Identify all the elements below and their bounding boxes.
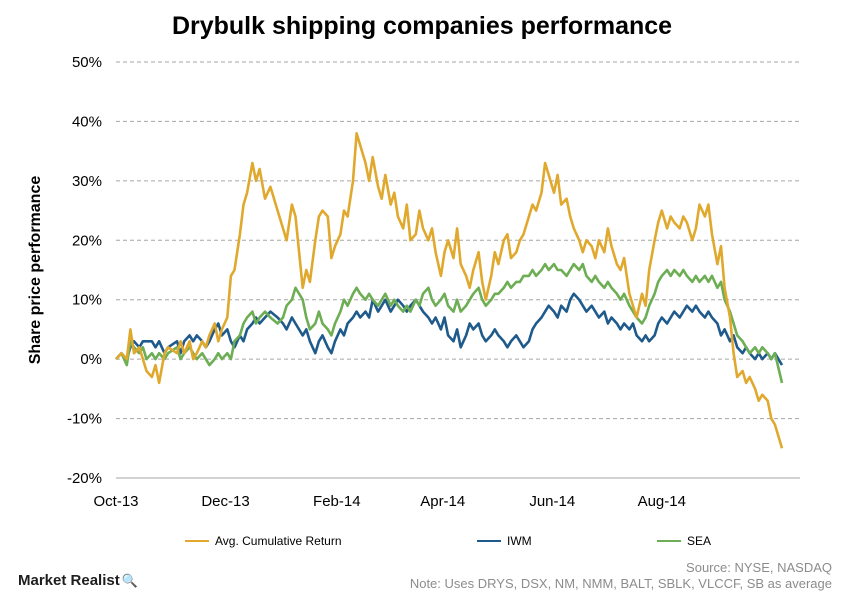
chart-title: Drybulk shipping companies performance: [171, 12, 673, 40]
legend-label: SEA: [687, 534, 712, 548]
y-tick-label: 20%: [72, 232, 102, 249]
legend-item-avg-cumulative-return: Avg. Cumulative Return: [185, 534, 342, 548]
x-tick-label: Feb-14: [313, 493, 361, 510]
y-tick-labels: 50% 40% 30% 20% 10% 0% -10% -20%: [67, 54, 102, 487]
x-tick-label: Dec-13: [201, 493, 249, 510]
gridlines: [116, 61, 800, 479]
market-realist-logo: Market Realist 🔍: [18, 572, 138, 589]
y-tick-label: 0%: [80, 351, 102, 368]
y-tick-label: 30%: [72, 173, 102, 190]
x-tick-label: Jun-14: [529, 493, 575, 510]
legend-swatch: [185, 540, 209, 542]
y-tick-label: 50%: [72, 54, 102, 71]
series-line-iwm: [115, 292, 784, 366]
legend-swatch: [657, 540, 681, 542]
y-tick-label: -10%: [67, 411, 102, 428]
series-line-avg-cumulative-return: [115, 132, 784, 449]
legend-item-iwm: IWM: [477, 534, 532, 548]
x-tick-label: Oct-13: [93, 493, 138, 510]
x-tick-label: Aug-14: [638, 493, 686, 510]
y-tick-label: 40%: [72, 113, 102, 130]
legend-label: IWM: [507, 534, 532, 548]
legend-label: Avg. Cumulative Return: [215, 534, 342, 548]
x-tick-label: Apr-14: [420, 493, 465, 510]
magnifier-icon: 🔍: [121, 572, 138, 588]
series-line-sea: [115, 262, 784, 384]
legend-item-sea: SEA: [657, 534, 711, 548]
y-tick-label: 10%: [72, 292, 102, 309]
methodology-note: Note: Uses DRYS, DSX, NM, NMM, BALT, SBL…: [409, 576, 832, 591]
series-lines: [115, 132, 784, 449]
legend-swatch: [477, 540, 501, 542]
x-tick-labels: Oct-13 Dec-13 Feb-14 Apr-14 Jun-14 Aug-14: [93, 493, 685, 510]
logo-text: Market Realist: [18, 572, 120, 589]
y-tick-label: -20%: [67, 470, 102, 487]
source-note: Source: NYSE, NASDAQ: [686, 560, 832, 575]
